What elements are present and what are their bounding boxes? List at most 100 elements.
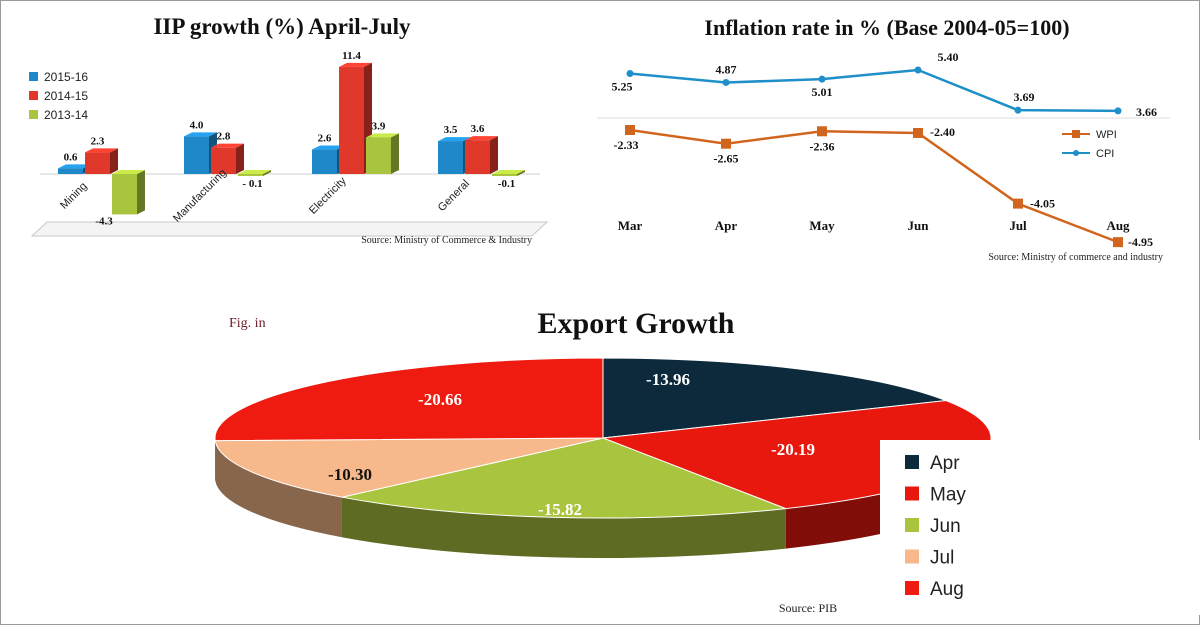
inflation-data-label: -2.33 — [614, 138, 639, 152]
export-data-label: -10.30 — [328, 465, 372, 484]
export-pie-side — [215, 440, 342, 538]
inflation-data-label: 5.01 — [812, 85, 833, 99]
iip-bar — [85, 148, 118, 174]
inflation-point — [914, 66, 922, 74]
iip-legend: 2015-16 2014-15 2013-14 — [29, 70, 88, 122]
inflation-point — [817, 126, 827, 137]
iip-bar — [211, 143, 244, 174]
export-legend-swatch — [905, 486, 919, 501]
iip-legend-label: 2015-16 — [44, 70, 88, 84]
export-data-label: -20.66 — [418, 390, 462, 409]
inflation-legend-marker — [1073, 150, 1079, 156]
iip-legend-swatch — [29, 72, 38, 81]
iip-data-label: 11.4 — [342, 50, 361, 62]
export-legend-swatch — [905, 518, 919, 532]
inflation-series-line — [629, 128, 1119, 244]
iip-data-label: 3.6 — [471, 123, 485, 135]
iip-legend-label: 2014-15 — [44, 89, 88, 103]
export-legend: Apr May Jun Jul Aug — [880, 440, 1200, 615]
inflation-category-label: Aug — [1106, 218, 1130, 233]
inflation-legend-label: WPI — [1096, 129, 1117, 141]
inflation-category-label: Jun — [908, 218, 930, 233]
iip-bar — [492, 170, 525, 176]
export-pie-slice — [341, 437, 786, 519]
inflation-point — [721, 138, 731, 149]
export-pie-slice — [214, 437, 604, 498]
inflation-point — [1113, 237, 1123, 248]
export-legend-swatch — [905, 455, 919, 469]
export-title: Export Growth — [538, 307, 735, 340]
inflation-point — [1013, 198, 1023, 209]
inflation-data-label: -2.36 — [810, 139, 835, 153]
inflation-legend-label: CPI — [1096, 148, 1114, 160]
inflation-data-label: 4.87 — [716, 62, 737, 76]
iip-bar — [112, 170, 145, 215]
inflation-lines: 5.25 4.87 5.01 5.40 3.69 3.66 -2.33 -2.65 -2.36 -… — [597, 50, 1170, 249]
iip-bar — [366, 133, 399, 174]
export-pie-side — [341, 497, 786, 558]
inflation-title: Inflation rate in % (Base 2004-05=100) — [704, 15, 1069, 40]
inflation-point — [625, 125, 635, 135]
inflation-point — [1014, 106, 1022, 114]
iip-bar — [238, 170, 271, 176]
export-source: Source: PIB — [779, 601, 837, 615]
inflation-data-label: -4.95 — [1128, 235, 1153, 249]
inflation-category-label: Jul — [1009, 218, 1027, 233]
inflation-legend: WPI CPI — [1062, 129, 1117, 160]
inflation-data-label: -2.65 — [714, 152, 739, 166]
inflation-data-label: 5.40 — [938, 50, 959, 64]
inflation-category-label: Mar — [618, 218, 643, 233]
export-pie: -13.96 -20.19 -15.82 -10.30 -20.66 — [214, 357, 992, 558]
inflation-category-labels: Mar Apr May Jun Jul Aug — [618, 218, 1130, 233]
iip-legend-swatch — [29, 91, 38, 100]
export-legend-box — [880, 440, 1200, 615]
iip-data-label: 0.6 — [64, 151, 78, 163]
iip-data-label: 3.5 — [444, 124, 458, 136]
export-pie-slice — [214, 357, 604, 442]
inflation-data-label: -2.40 — [930, 125, 955, 139]
iip-data-label: -4.3 — [95, 215, 113, 227]
inflation-point — [722, 78, 730, 86]
export-fig-label: Fig. in — [229, 316, 266, 331]
export-legend-swatch — [905, 581, 919, 595]
iip-bar — [339, 62, 372, 175]
inflation-source: Source: Ministry of commerce and industr… — [988, 252, 1163, 263]
export-legend-label: Aug — [930, 579, 964, 600]
iip-data-label: 4.0 — [190, 119, 204, 131]
iip-category-label: Manufacturing — [171, 167, 229, 225]
export-legend-label: Jun — [930, 516, 961, 537]
inflation-data-label: -4.05 — [1030, 197, 1055, 211]
iip-bar — [465, 136, 498, 174]
inflation-point — [913, 127, 923, 138]
export-legend-swatch — [905, 549, 919, 564]
inflation-point — [1114, 107, 1122, 115]
iip-data-label: 3.9 — [372, 120, 386, 132]
inflation-point — [818, 75, 826, 83]
iip-data-label: - 0.1 — [242, 178, 262, 190]
iip-data-label: 2.3 — [91, 135, 105, 147]
inflation-data-label: 5.25 — [612, 80, 633, 94]
iip-category-label: Electricity — [307, 175, 349, 217]
inflation-series-line — [629, 68, 1119, 113]
iip-source: Source: Ministry of Commerce & Industry — [361, 235, 532, 246]
iip-legend-label: 2013-14 — [44, 108, 88, 122]
inflation-category-label: May — [809, 218, 835, 233]
iip-category-label: Mining — [58, 180, 89, 211]
iip-floor-plane — [30, 221, 549, 237]
iip-legend-swatch — [29, 110, 38, 119]
export-legend-label: May — [930, 485, 966, 506]
export-data-label: -15.82 — [538, 500, 582, 519]
iip-bars: 0.6 2.3 -4.3 4.0 2.8 - 0.1 2.6 11.4 3.9 3.5 3.6 -0.… — [58, 50, 525, 227]
iip-category-label: General — [436, 178, 472, 214]
export-data-label: -20.19 — [771, 440, 815, 459]
inflation-point — [626, 70, 634, 78]
export-data-label: -13.96 — [646, 370, 690, 389]
inflation-data-label: 3.69 — [1014, 90, 1035, 104]
iip-data-label: -0.1 — [498, 178, 515, 190]
export-legend-label: Jul — [930, 548, 954, 569]
inflation-data-label: 3.66 — [1136, 105, 1157, 119]
export-legend-label: Apr — [930, 453, 960, 474]
iip-data-label: 2.6 — [318, 133, 332, 145]
iip-data-label: 2.8 — [217, 131, 231, 143]
